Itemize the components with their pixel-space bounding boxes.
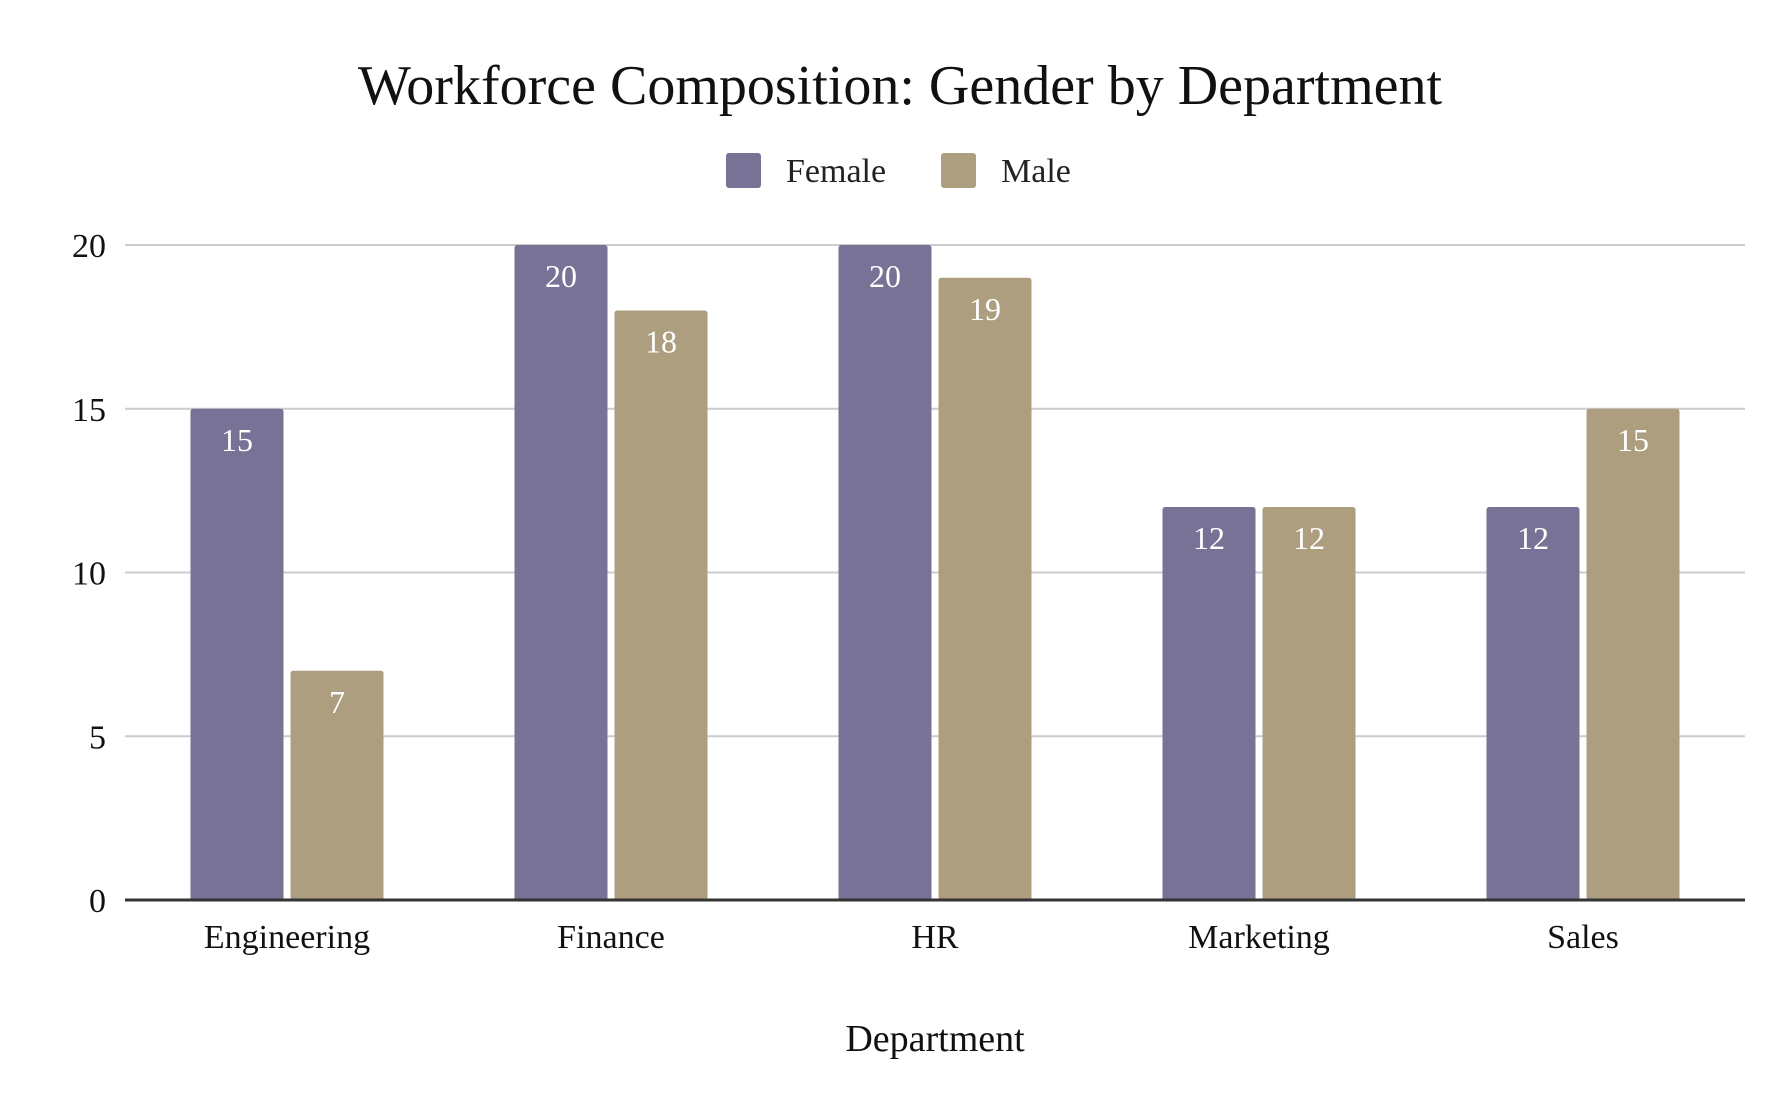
y-tick-label: 20 [72, 228, 106, 265]
bar-female-marketing [1162, 507, 1256, 900]
bar-value-label: 18 [645, 324, 677, 360]
bar-value-label: 20 [545, 258, 577, 294]
bar-value-label: 20 [869, 258, 901, 294]
y-axis-ticks: 0 5 10 15 20 [72, 228, 106, 920]
bar-female-sales [1486, 507, 1580, 900]
legend-label-male: Male [1001, 153, 1071, 190]
legend-swatch-male [941, 153, 976, 188]
bar-male-hr [938, 277, 1032, 900]
bar-male-engineering [290, 670, 384, 900]
legend-swatch-female [726, 153, 761, 188]
bar-value-labels: 15 7 20 18 20 19 12 12 12 15 [221, 258, 1649, 720]
bars [190, 245, 1680, 900]
x-tick-label: Engineering [204, 919, 370, 956]
bar-value-label: 19 [969, 291, 1001, 327]
chart-title: Workforce Composition: Gender by Departm… [358, 55, 1443, 117]
bar-female-hr [838, 245, 932, 900]
bar-value-label: 15 [1617, 422, 1649, 458]
y-tick-label: 0 [89, 883, 106, 920]
x-tick-label: Sales [1547, 919, 1619, 956]
x-tick-label: Finance [557, 919, 665, 956]
bar-value-label: 15 [221, 422, 253, 458]
x-axis-title: Department [845, 1018, 1025, 1060]
legend-label-female: Female [786, 153, 886, 190]
bar-female-finance [514, 245, 608, 900]
x-tick-label: Marketing [1188, 919, 1330, 956]
bar-value-label: 7 [329, 684, 345, 720]
bar-value-label: 12 [1517, 520, 1549, 556]
gridlines [125, 244, 1745, 738]
legend: Female Male [726, 153, 1071, 190]
y-tick-label: 10 [72, 556, 106, 593]
bar-male-finance [614, 310, 708, 900]
x-tick-label: HR [911, 919, 959, 956]
y-tick-label: 15 [72, 392, 106, 429]
bar-male-marketing [1262, 507, 1356, 900]
bar-male-sales [1586, 408, 1680, 900]
bar-value-label: 12 [1193, 520, 1225, 556]
y-tick-label: 5 [89, 719, 106, 756]
bar-female-engineering [190, 408, 284, 900]
bar-value-label: 12 [1293, 520, 1325, 556]
x-axis-ticks: Engineering Finance HR Marketing Sales [204, 919, 1619, 956]
